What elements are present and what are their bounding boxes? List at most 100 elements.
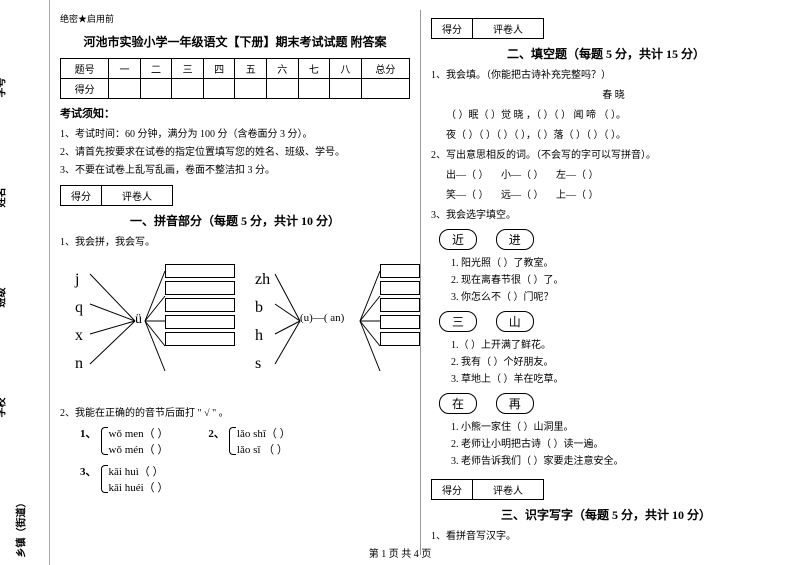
- binding-label: 学号: [0, 78, 8, 98]
- pinyin-option[interactable]: kāi huéi（ ）: [109, 479, 169, 495]
- page-footer: 第 1 页 共 4 页: [0, 545, 800, 560]
- choice-char: 山: [496, 311, 534, 332]
- binding-label: 班级: [0, 288, 8, 308]
- answer-box[interactable]: [380, 298, 420, 312]
- bracket-pair: wǒ men（ ） wǒ mén（ ）: [97, 425, 169, 457]
- score-label: 得分: [432, 480, 473, 499]
- notice-item: 2、请首先按要求在试卷的指定位置填写您的姓名、班级、学号。: [60, 143, 410, 158]
- letter-column: zh b h s: [255, 261, 270, 383]
- fill-item[interactable]: 1. 阳光照（ ）了教室。: [451, 254, 781, 269]
- table-row: 得分: [61, 79, 410, 99]
- answer-box[interactable]: [165, 332, 235, 346]
- choice-char: 再: [496, 393, 534, 414]
- right-column: 得分 评卷人 二、填空题（每题 5 分，共计 15 分） 1、我会填。（你能把古…: [421, 0, 791, 565]
- pinyin-row: 1、 wǒ men（ ） wǒ mén（ ） 2、 lǎo shī（ ） lǎo…: [60, 425, 410, 457]
- content-area: 绝密★启用前 河池市实验小学一年级语文【下册】期末考试试题 附答案 题号 一 二…: [50, 0, 800, 565]
- question: 3、我会选字填空。: [431, 206, 781, 221]
- letter: q: [75, 299, 83, 317]
- grader-label: 评卷人: [473, 19, 543, 38]
- pinyin-option[interactable]: wǒ mén（ ）: [109, 441, 169, 457]
- pinyin-option[interactable]: wǒ men（ ）: [109, 425, 169, 441]
- item-num: 2、: [208, 425, 225, 457]
- question: 1、我会填。（你能把古诗补充完整吗？）: [431, 66, 781, 81]
- score-box: 得分 评卷人: [431, 18, 544, 39]
- fill-item[interactable]: 2. 现在离春节很（ ）了。: [451, 271, 781, 286]
- secret-mark: 绝密★启用前: [60, 12, 410, 25]
- score-box: 得分 评卷人: [60, 185, 173, 206]
- antonym-row[interactable]: 笑—（ ） 远—（ ） 上—（ ）: [446, 186, 781, 201]
- question: 2、写出意思相反的词。（不会写的字可以写拼音）。: [431, 146, 781, 161]
- cell: 总分: [361, 59, 409, 79]
- section-3-title: 三、识字写字（每题 5 分，共计 10 分）: [431, 506, 781, 523]
- letter: j: [75, 271, 83, 289]
- cell: 题号: [61, 59, 109, 79]
- grader-label: 评卷人: [473, 480, 543, 499]
- blank[interactable]: 远—（ ）: [501, 190, 544, 201]
- cell: 二: [140, 59, 172, 79]
- cell: 五: [235, 59, 267, 79]
- letter: zh: [255, 271, 270, 289]
- char-group: 三 山 1.（ ）上开满了鲜花。 2. 我有（ ）个好朋友。 3. 草地上（ ）…: [431, 309, 781, 385]
- left-column: 绝密★启用前 河池市实验小学一年级语文【下册】期末考试试题 附答案 题号 一 二…: [50, 0, 420, 565]
- cell: 三: [172, 59, 204, 79]
- blank[interactable]: 左—（ ）: [556, 170, 599, 181]
- fill-item[interactable]: 3. 你怎么不（ ）门呢？: [451, 288, 781, 303]
- item-num: 3、: [80, 463, 97, 495]
- pinyin-option[interactable]: kāi huì（ ）: [109, 463, 169, 479]
- question-1: 1、我会拼，我会写。: [60, 233, 410, 248]
- pinyin-option[interactable]: lǎo shī（ ）: [237, 425, 291, 441]
- bracket-pair: lǎo shī（ ） lǎo sī （ ）: [225, 425, 291, 457]
- choice-char: 三: [439, 311, 477, 332]
- answer-box[interactable]: [380, 281, 420, 295]
- pinyin-row: 3、 kāi huì（ ） kāi huéi（ ）: [60, 463, 410, 495]
- cell: 四: [203, 59, 235, 79]
- letter: x: [75, 327, 83, 345]
- antonym-row[interactable]: 出—（ ） 小—（ ） 左—（ ）: [446, 166, 781, 181]
- pinyin-diagram: j q x n ü zh b h s: [60, 256, 410, 396]
- cell: 八: [330, 59, 362, 79]
- table-row: 题号 一 二 三 四 五 六 七 八 总分: [61, 59, 410, 79]
- letter: s: [255, 355, 270, 373]
- answer-box[interactable]: [380, 332, 420, 346]
- blank[interactable]: 出—（ ）: [446, 170, 489, 181]
- answer-box[interactable]: [165, 298, 235, 312]
- blank[interactable]: 上—（ ）: [556, 190, 599, 201]
- cell: 得分: [61, 79, 109, 99]
- blank[interactable]: 笑—（ ）: [446, 190, 489, 201]
- char-group: 近 进 1. 阳光照（ ）了教室。 2. 现在离春节很（ ）了。 3. 你怎么不…: [431, 227, 781, 303]
- poem-line[interactable]: 夜（ ）（ ）（ ）（ ），（ ）落（ ）（ ）（ ）。: [446, 126, 781, 141]
- answer-boxes: [165, 261, 235, 349]
- item-num: 1、: [80, 425, 97, 457]
- cell: 六: [267, 59, 299, 79]
- cell: 七: [298, 59, 330, 79]
- answer-boxes: [380, 261, 420, 349]
- blank[interactable]: 小—（ ）: [501, 170, 544, 181]
- answer-box[interactable]: [165, 264, 235, 278]
- letter: b: [255, 299, 270, 317]
- grader-label: 评卷人: [102, 186, 172, 205]
- letter-column: j q x n: [75, 261, 83, 383]
- fill-item[interactable]: 1.（ ）上开满了鲜花。: [451, 336, 781, 351]
- question-2: 2、我能在正确的的音节后面打 " √ " 。: [60, 404, 410, 419]
- answer-box[interactable]: [165, 315, 235, 329]
- section-1-title: 一、拼音部分（每题 5 分，共计 10 分）: [60, 212, 410, 229]
- answer-box[interactable]: [380, 315, 420, 329]
- poem-line[interactable]: （ ）眠（ ）觉 晓 ，（ ）（ ） 闻 啼 （ ）。: [446, 106, 781, 121]
- answer-box[interactable]: [380, 264, 420, 278]
- poem-title: 春 晓: [446, 86, 781, 101]
- notice-item: 1、考试时间：60 分钟，满分为 100 分（含卷面分 3 分）。: [60, 125, 410, 140]
- notice-item: 3、不要在试卷上乱写乱画，卷面不整洁扣 3 分。: [60, 161, 410, 176]
- fill-item[interactable]: 3. 草地上（ ）羊在吃草。: [451, 370, 781, 385]
- fill-item[interactable]: 1. 小熊一家住（ ）山洞里。: [451, 418, 781, 433]
- answer-box[interactable]: [165, 281, 235, 295]
- notice-title: 考试须知：: [60, 105, 410, 121]
- pinyin-option[interactable]: lǎo sī （ ）: [237, 441, 291, 457]
- fill-item[interactable]: 2. 老师让小明把古诗（ ）读一遍。: [451, 435, 781, 450]
- fill-item[interactable]: 3. 老师告诉我们（ ）家要走注意安全。: [451, 452, 781, 467]
- char-group: 在 再 1. 小熊一家住（ ）山洞里。 2. 老师让小明把古诗（ ）读一遍。 3…: [431, 391, 781, 467]
- binding-margin: 乡镇（街道） 学校 班级 姓名 学号: [0, 0, 50, 565]
- letter: n: [75, 355, 83, 373]
- score-label: 得分: [61, 186, 102, 205]
- exam-title: 河池市实验小学一年级语文【下册】期末考试试题 附答案: [60, 33, 410, 50]
- fill-item[interactable]: 2. 我有（ ）个好朋友。: [451, 353, 781, 368]
